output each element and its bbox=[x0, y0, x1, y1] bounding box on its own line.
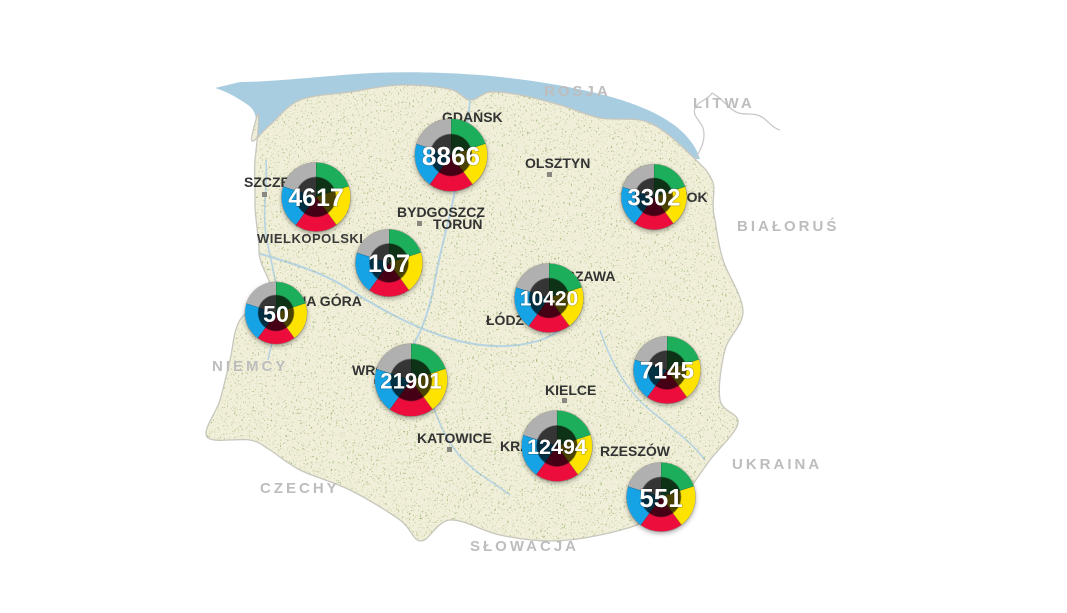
svg-text:RZESZÓW: RZESZÓW bbox=[600, 442, 671, 459]
svg-text:7145: 7145 bbox=[640, 358, 694, 385]
svg-text:8866: 8866 bbox=[422, 141, 480, 171]
svg-text:KATOWICE: KATOWICE bbox=[417, 430, 492, 446]
svg-text:OLSZTYN: OLSZTYN bbox=[525, 155, 590, 171]
svg-text:SŁOWACJA: SŁOWACJA bbox=[470, 538, 579, 555]
svg-text:WIELKOPOLSKI: WIELKOPOLSKI bbox=[257, 231, 363, 246]
svg-text:107: 107 bbox=[368, 250, 410, 278]
svg-text:551: 551 bbox=[639, 483, 682, 513]
svg-text:3302: 3302 bbox=[628, 185, 681, 212]
svg-text:21901: 21901 bbox=[380, 369, 441, 394]
svg-text:TORUŃ: TORUŃ bbox=[433, 216, 483, 232]
svg-text:10420: 10420 bbox=[520, 288, 578, 311]
svg-text:12494: 12494 bbox=[527, 435, 587, 459]
svg-text:NIEMCY: NIEMCY bbox=[212, 358, 288, 375]
svg-text:ROSJA: ROSJA bbox=[544, 83, 611, 100]
svg-text:50: 50 bbox=[263, 301, 289, 327]
svg-text:KIELCE: KIELCE bbox=[545, 382, 596, 398]
svg-text:4617: 4617 bbox=[288, 184, 344, 212]
svg-text:CZECHY: CZECHY bbox=[260, 480, 340, 497]
svg-text:BIAŁORUŚ: BIAŁORUŚ bbox=[737, 217, 839, 235]
svg-text:UKRAINA: UKRAINA bbox=[732, 456, 822, 473]
svg-text:LITWA: LITWA bbox=[693, 95, 755, 112]
